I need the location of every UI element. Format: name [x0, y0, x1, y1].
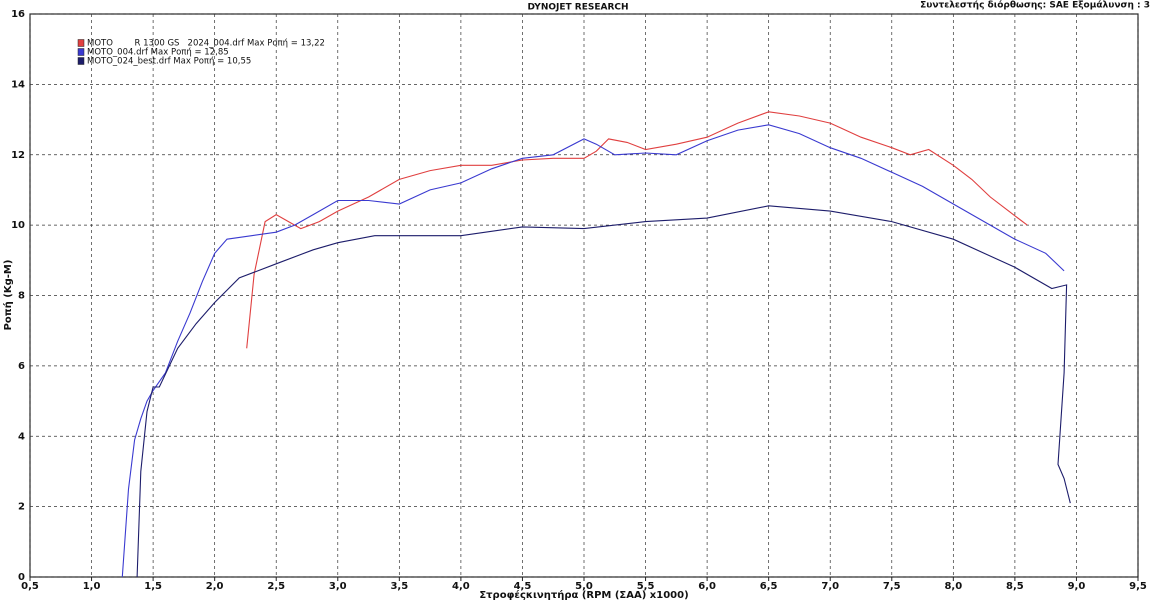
y-tick-label: 4	[18, 431, 25, 442]
x-tick-label: 3,5	[390, 581, 408, 592]
x-tick-label: 6,5	[760, 581, 778, 592]
x-tick-label: 4,5	[514, 581, 532, 592]
x-tick-label: 1,5	[144, 581, 162, 592]
x-tick-label: 9,5	[1129, 581, 1147, 592]
y-tick-label: 0	[18, 572, 25, 583]
legend-label: MOTO_024_best.drf Max Ροπή = 10,55	[87, 57, 251, 67]
y-tick-label: 6	[18, 361, 25, 372]
y-tick-label: 10	[11, 220, 25, 231]
series-line	[246, 111, 1028, 349]
x-tick-label: 5,0	[575, 581, 593, 592]
legend-label: MOTO R 1300 GS 2024_004.drf Max Ροπή = 1…	[87, 39, 325, 49]
y-tick-label: 16	[11, 9, 25, 20]
y-tick-label: 8	[18, 291, 25, 302]
x-tick-label: 7,5	[883, 581, 901, 592]
legend-swatch	[77, 57, 85, 65]
x-tick-label: 1,0	[83, 581, 101, 592]
x-tick-label: 5,5	[637, 581, 655, 592]
x-tick-label: 0,5	[21, 581, 39, 592]
series-line	[121, 124, 1065, 578]
y-axis-label: Ροπή (Kg-M)	[2, 260, 14, 331]
legend-swatch	[77, 39, 85, 47]
y-tick-label: 14	[11, 79, 25, 90]
x-tick-label: 4,0	[452, 581, 470, 592]
y-tick-label: 2	[18, 502, 25, 513]
y-tick-label: 12	[11, 150, 25, 161]
x-tick-label: 7,0	[821, 581, 839, 592]
x-tick-label: 2,5	[267, 581, 285, 592]
legend-swatch	[77, 48, 85, 56]
x-tick-label: 9,0	[1068, 581, 1086, 592]
x-tick-label: 8,5	[1006, 581, 1024, 592]
chart-subtitle: Συντελεστής διόρθωσης: SAE Εξομάλυνση : …	[920, 0, 1150, 11]
series-line	[136, 205, 1071, 578]
legend-label: MOTO_004.drf Max Ροπή = 12,85	[87, 48, 229, 58]
chart-title: DYNOJET RESEARCH	[527, 3, 628, 13]
x-axis-label: Στροφέςκινητήρα (RPM (ΣΑΑ) x1000)	[479, 589, 688, 601]
x-tick-label: 3,0	[329, 581, 347, 592]
x-tick-label: 2,0	[206, 581, 224, 592]
x-tick-label: 8,0	[944, 581, 962, 592]
x-tick-label: 6,0	[698, 581, 716, 592]
